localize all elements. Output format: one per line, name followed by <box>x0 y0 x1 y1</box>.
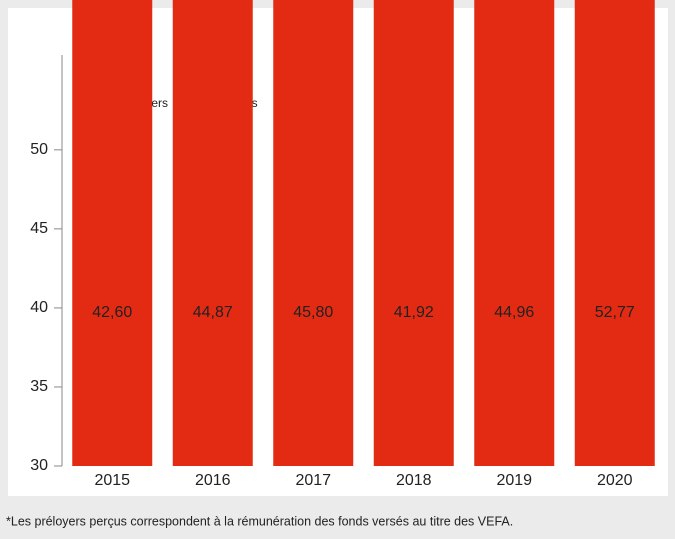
x-tick-label: 2018 <box>396 472 432 489</box>
value-label: 45,80 <box>293 304 333 321</box>
y-tick-label: 30 <box>30 457 48 474</box>
y-tick-label: 35 <box>30 378 48 395</box>
x-tick-label: 2015 <box>94 472 130 489</box>
y-tick-label: 50 <box>30 141 48 158</box>
bar-segment <box>72 0 153 467</box>
bar-segment <box>574 0 655 466</box>
x-tick-label: 2019 <box>496 472 532 489</box>
bar-segment <box>474 0 555 467</box>
bar-segment <box>273 0 354 466</box>
y-tick-label: 45 <box>30 220 48 237</box>
x-tick-label: 2020 <box>597 472 633 489</box>
bar-segment <box>172 0 253 466</box>
x-tick-label: 2016 <box>195 472 231 489</box>
bar-segment <box>373 0 454 466</box>
y-tick-label: 40 <box>30 299 48 316</box>
value-label: 52,77 <box>595 304 635 321</box>
value-label: 44,87 <box>193 304 233 321</box>
value-label: 42,60 <box>92 304 132 321</box>
value-label: 44,96 <box>494 304 534 321</box>
footnote: *Les préloyers perçus correspondent à la… <box>6 514 513 528</box>
x-tick-label: 2017 <box>295 472 331 489</box>
value-label: 41,92 <box>394 304 434 321</box>
